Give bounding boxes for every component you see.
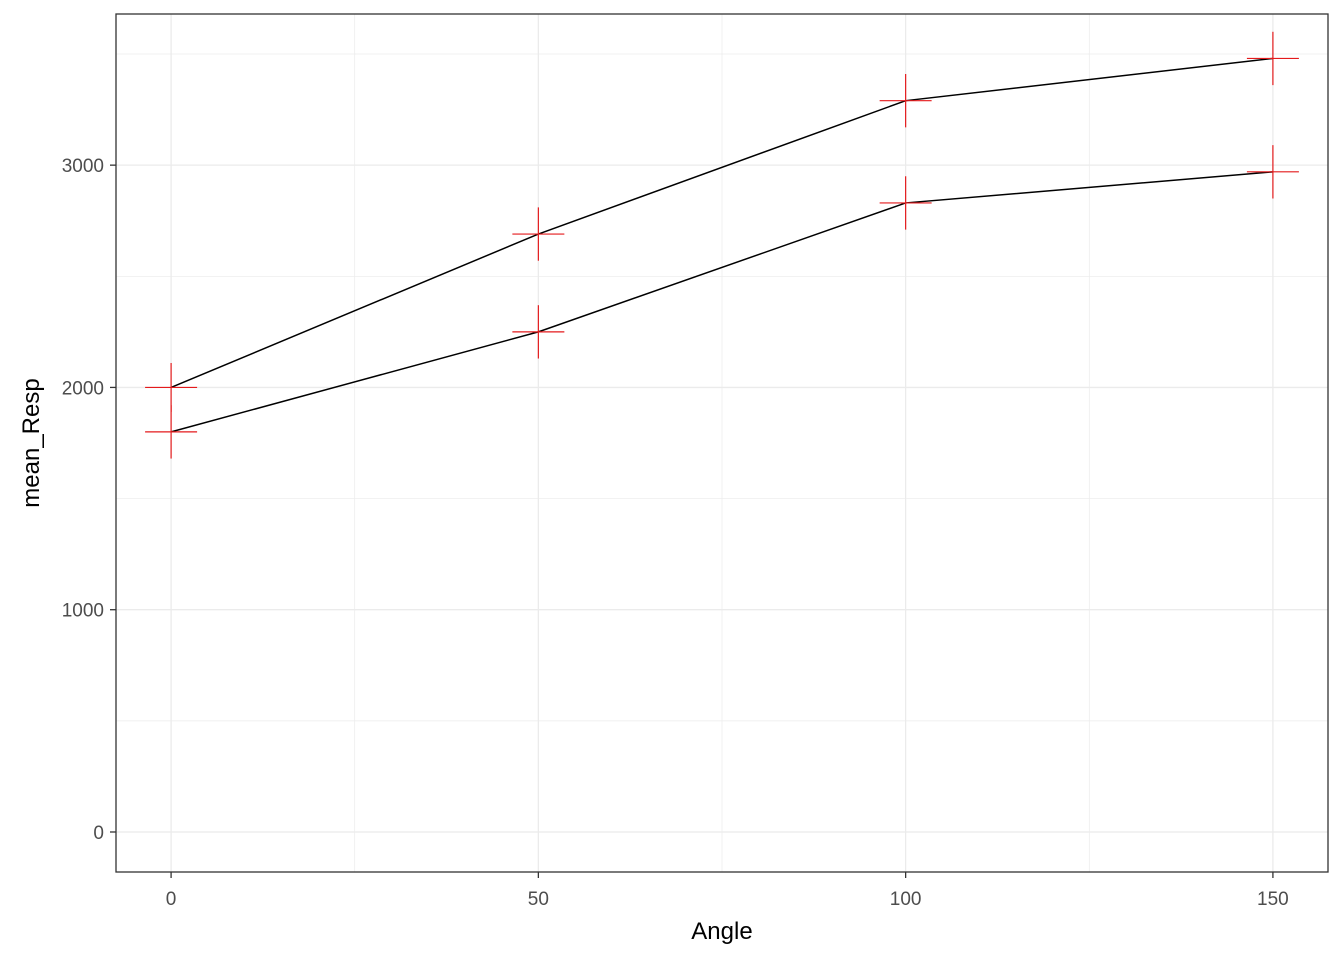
x-tick-label: 50 <box>528 889 549 910</box>
plot-border <box>115 13 1329 873</box>
x-tick-label: 150 <box>1257 889 1289 910</box>
y-tick-label: 3000 <box>62 156 104 177</box>
series-line-2 <box>170 171 1273 433</box>
minor-gridlines <box>116 14 1328 872</box>
y-tick-label: 0 <box>93 823 104 844</box>
series-lines <box>170 57 1273 433</box>
x-tick-labels: 0 50 100 150 <box>166 889 1289 910</box>
y-axis-title: mean_Resp <box>18 378 45 507</box>
y-tick-label: 1000 <box>62 601 104 622</box>
x-tick-label: 0 <box>166 889 177 910</box>
major-gridlines <box>116 14 1328 872</box>
series-line-1 <box>170 57 1273 389</box>
x-tick-label: 100 <box>890 889 922 910</box>
error-bars <box>145 31 1299 459</box>
x-axis-title: Angle <box>691 918 752 945</box>
axis-ticks <box>110 164 1274 878</box>
y-tick-labels: 0 1000 2000 3000 <box>62 156 104 844</box>
y-tick-label: 2000 <box>62 378 104 399</box>
